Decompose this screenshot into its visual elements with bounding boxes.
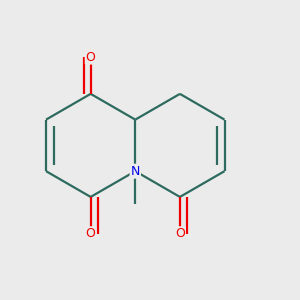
Text: O: O	[86, 51, 96, 64]
Text: O: O	[175, 227, 185, 240]
Text: N: N	[130, 165, 140, 178]
Text: O: O	[86, 227, 96, 240]
